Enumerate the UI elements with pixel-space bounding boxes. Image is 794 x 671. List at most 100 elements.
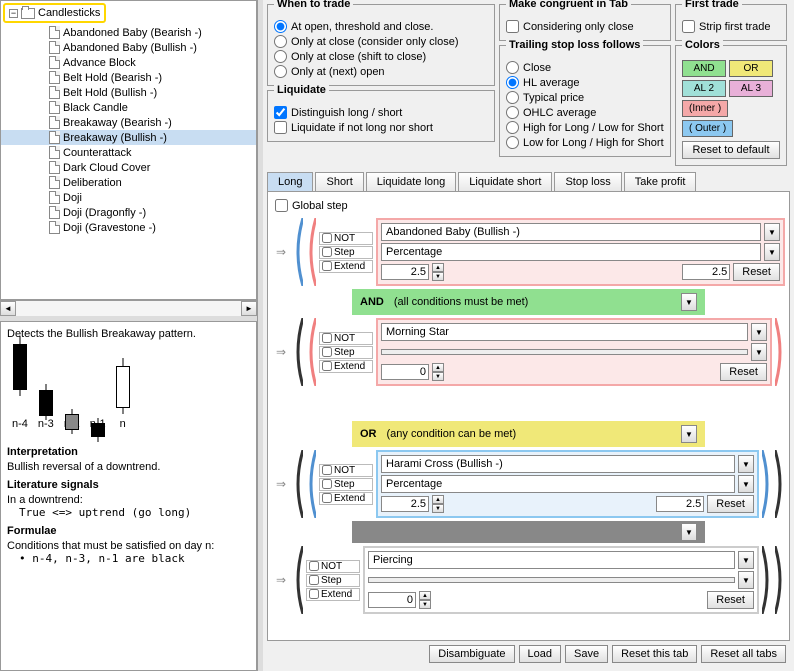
dropdown-icon[interactable]: ▼	[751, 343, 767, 361]
rule-value-1[interactable]	[381, 264, 429, 280]
rule-name[interactable]: Morning Star	[381, 323, 748, 341]
reset-all-button[interactable]: Reset all tabs	[701, 645, 786, 663]
radio-when[interactable]: Only at close (shift to close)	[274, 49, 488, 64]
rule-type[interactable]: Percentage	[381, 475, 735, 493]
tab-short[interactable]: Short	[315, 172, 363, 191]
opt-step[interactable]: Step	[319, 246, 373, 259]
tree-item[interactable]: Breakaway (Bearish -)	[1, 115, 256, 130]
save-button[interactable]: Save	[565, 645, 608, 663]
opt-extend[interactable]: Extend	[319, 360, 373, 373]
tab-liquidate-long[interactable]: Liquidate long	[366, 172, 457, 191]
rule-name[interactable]: Abandoned Baby (Bullish -)	[381, 223, 761, 241]
dropdown-icon[interactable]: ▼	[738, 475, 754, 493]
pattern-tree[interactable]: − Candlesticks Abandoned Baby (Bearish -…	[0, 0, 257, 300]
color-button[interactable]: AL 2	[682, 80, 726, 97]
rule-value-1[interactable]	[381, 496, 429, 512]
opt-extend[interactable]: Extend	[319, 492, 373, 505]
dropdown-icon[interactable]: ▼	[764, 243, 780, 261]
rule-name[interactable]: Harami Cross (Bullish -)	[381, 455, 735, 473]
opt-extend[interactable]: Extend	[306, 588, 360, 601]
dropdown-icon[interactable]: ▼	[681, 293, 697, 311]
opt-extend[interactable]: Extend	[319, 260, 373, 273]
radio-trailing[interactable]: Typical price	[506, 90, 664, 105]
radio-trailing[interactable]: Close	[506, 60, 664, 75]
tree-item[interactable]: Dark Cloud Cover	[1, 160, 256, 175]
radio-when[interactable]: Only at (next) open	[274, 64, 488, 79]
color-button[interactable]: AL 3	[729, 80, 773, 97]
tree-item[interactable]: Doji (Dragonfly -)	[1, 205, 256, 220]
reset-colors-button[interactable]: Reset to default	[682, 141, 780, 159]
tree-item[interactable]: Deliberation	[1, 175, 256, 190]
chk-strip-first[interactable]: Strip first trade	[682, 19, 780, 34]
reset-rule-button[interactable]: Reset	[707, 591, 754, 609]
chk-distinguish[interactable]: Distinguish long / short	[274, 105, 488, 120]
radio-trailing[interactable]: Low for Long / High for Short	[506, 135, 664, 150]
spinner[interactable]: ▲▼	[432, 363, 444, 381]
dropdown-icon[interactable]: ▼	[681, 425, 697, 443]
radio-trailing[interactable]: High for Long / Low for Short	[506, 120, 664, 135]
reset-rule-button[interactable]: Reset	[733, 263, 780, 281]
rule-value-2[interactable]	[656, 496, 704, 512]
combiner-gray[interactable]: ▼	[352, 521, 705, 543]
tree-item[interactable]: Advance Block	[1, 55, 256, 70]
scroll-left-icon[interactable]: ◄	[0, 301, 16, 316]
tree-hscroll[interactable]: ◄ ►	[0, 300, 257, 316]
color-button[interactable]: (Inner )	[682, 100, 728, 117]
tab-stop-loss[interactable]: Stop loss	[554, 172, 621, 191]
tree-item[interactable]: Doji (Gravestone -)	[1, 220, 256, 235]
reset-rule-button[interactable]: Reset	[720, 363, 767, 381]
color-button[interactable]: OR	[729, 60, 773, 77]
scroll-right-icon[interactable]: ►	[241, 301, 257, 316]
radio-trailing[interactable]: HL average	[506, 75, 664, 90]
dropdown-icon[interactable]: ▼	[738, 551, 754, 569]
tree-root-candlesticks[interactable]: − Candlesticks	[3, 3, 106, 23]
tab-take-profit[interactable]: Take profit	[624, 172, 697, 191]
disambiguate-button[interactable]: Disambiguate	[429, 645, 514, 663]
tree-item[interactable]: Belt Hold (Bearish -)	[1, 70, 256, 85]
rule-type[interactable]: Percentage	[381, 243, 761, 261]
opt-step[interactable]: Step	[319, 346, 373, 359]
color-button[interactable]: AND	[682, 60, 726, 77]
opt-not[interactable]: NOT	[319, 232, 373, 245]
tree-item[interactable]: Black Candle	[1, 100, 256, 115]
tree-item[interactable]: Abandoned Baby (Bullish -)	[1, 40, 256, 55]
dropdown-icon[interactable]: ▼	[738, 455, 754, 473]
radio-when[interactable]: Only at close (consider only close)	[274, 34, 488, 49]
tab-liquidate-short[interactable]: Liquidate short	[458, 172, 552, 191]
opt-not[interactable]: NOT	[319, 332, 373, 345]
tree-item[interactable]: Counterattack	[1, 145, 256, 160]
tree-item[interactable]: Abandoned Baby (Bearish -)	[1, 25, 256, 40]
combiner-and[interactable]: AND(all conditions must be met)▼	[352, 289, 705, 315]
tree-item[interactable]: Belt Hold (Bullish -)	[1, 85, 256, 100]
spinner[interactable]: ▲▼	[419, 591, 431, 609]
chk-only-close[interactable]: Considering only close	[506, 19, 664, 34]
reset-tab-button[interactable]: Reset this tab	[612, 645, 697, 663]
color-button[interactable]: ( Outer )	[682, 120, 733, 137]
rule-name[interactable]: Piercing	[368, 551, 735, 569]
rule-value-1[interactable]	[381, 364, 429, 380]
spinner[interactable]: ▲▼	[432, 495, 444, 513]
tab-long[interactable]: Long	[267, 172, 313, 191]
opt-step[interactable]: Step	[306, 574, 360, 587]
reset-rule-button[interactable]: Reset	[707, 495, 754, 513]
radio-when[interactable]: At open, threshold and close.	[274, 19, 488, 34]
opt-not[interactable]: NOT	[306, 560, 360, 573]
tree-item[interactable]: Doji	[1, 190, 256, 205]
scroll-track[interactable]	[16, 301, 241, 316]
spinner[interactable]: ▲▼	[432, 263, 444, 281]
tree-item[interactable]: Breakaway (Bullish -)	[1, 130, 256, 145]
opt-step[interactable]: Step	[319, 478, 373, 491]
opt-not[interactable]: NOT	[319, 464, 373, 477]
dropdown-icon[interactable]: ▼	[738, 571, 754, 589]
chk-liquidate-neither[interactable]: Liquidate if not long nor short	[274, 120, 488, 135]
rule-type[interactable]	[381, 349, 748, 355]
combiner-or[interactable]: OR(any condition can be met)▼	[352, 421, 705, 447]
dropdown-icon[interactable]: ▼	[681, 523, 697, 541]
rule-type[interactable]	[368, 577, 735, 583]
dropdown-icon[interactable]: ▼	[751, 323, 767, 341]
rule-value-1[interactable]	[368, 592, 416, 608]
radio-trailing[interactable]: OHLC average	[506, 105, 664, 120]
chk-global-step[interactable]: Global step	[272, 196, 785, 215]
dropdown-icon[interactable]: ▼	[764, 223, 780, 241]
load-button[interactable]: Load	[519, 645, 561, 663]
